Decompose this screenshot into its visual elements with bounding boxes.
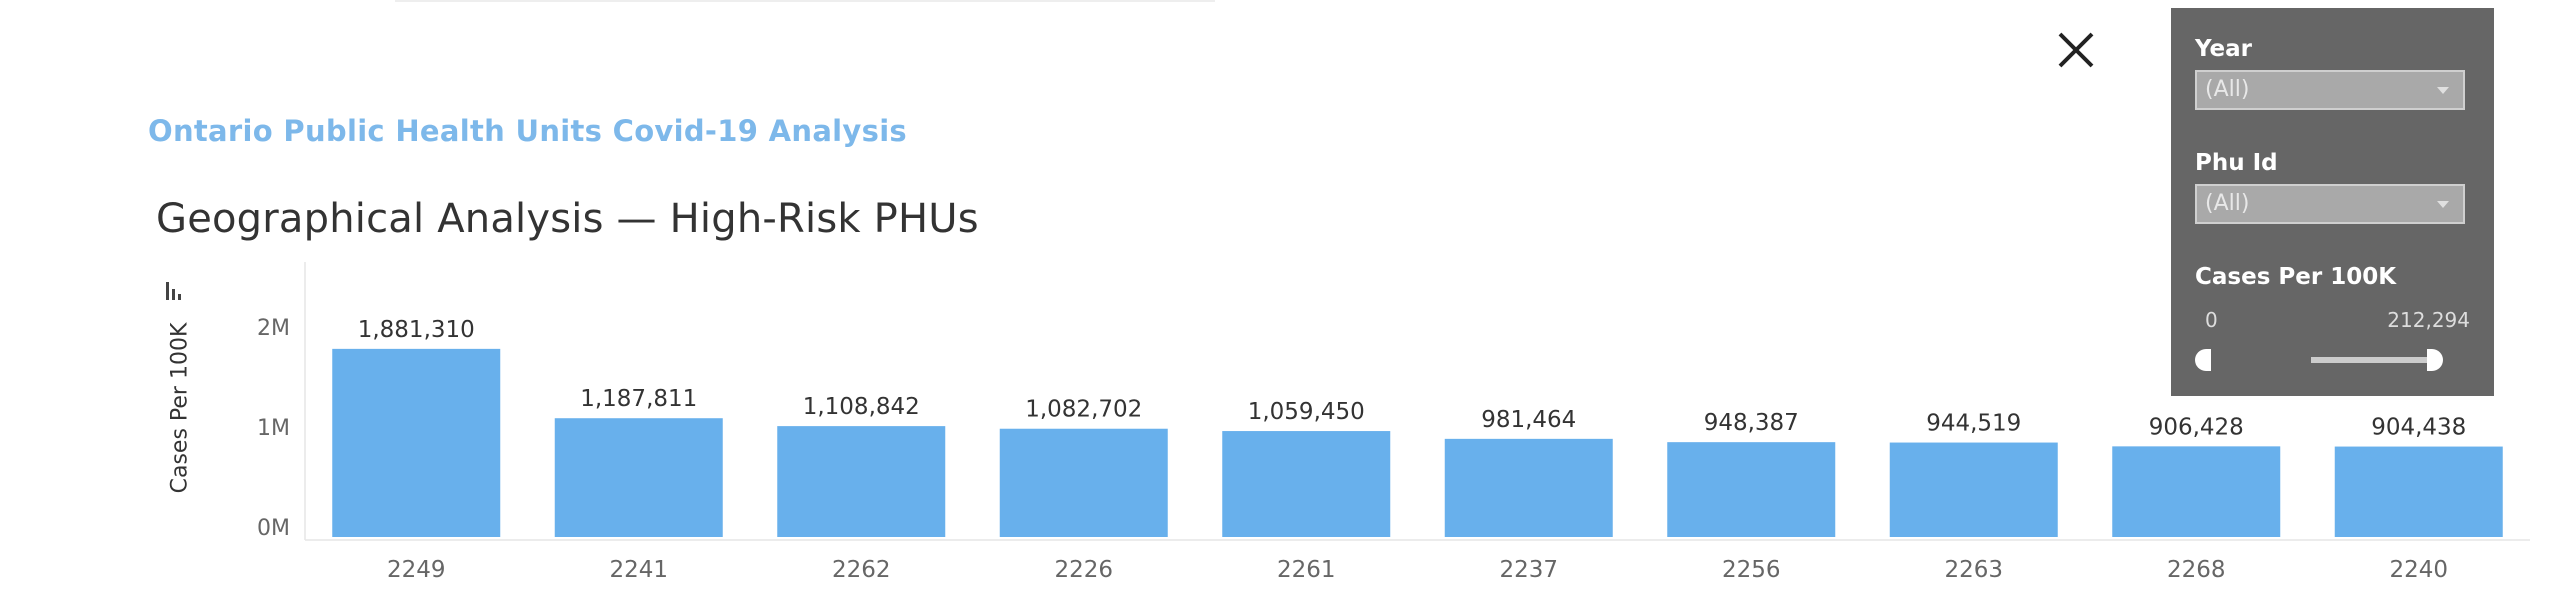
chart-title: Geographical Analysis — High-Risk PHUs <box>156 196 979 242</box>
bar-value-label: 1,881,310 <box>358 317 475 343</box>
cases-slider-min-handle[interactable] <box>2195 349 2211 371</box>
bar-value-label: 904,438 <box>2371 415 2466 441</box>
bar-value-label: 1,082,702 <box>1025 397 1142 423</box>
x-tick-label: 2237 <box>1499 557 1558 583</box>
x-tick-label: 2226 <box>1054 557 1113 583</box>
x-tick-label: 2241 <box>609 557 668 583</box>
chevron-down-icon <box>2437 201 2449 208</box>
chevron-down-icon <box>2437 87 2449 94</box>
bar[interactable] <box>2334 446 2503 537</box>
bar[interactable] <box>1444 438 1613 537</box>
phu-id-filter-value: (All) <box>2205 191 2250 216</box>
bar[interactable] <box>2112 446 2281 537</box>
y-tick-label: 2M <box>257 316 290 341</box>
x-tick-label: 2240 <box>2389 557 2448 583</box>
bar-value-label: 1,187,811 <box>580 386 697 412</box>
x-tick-label: 2262 <box>832 557 891 583</box>
bar[interactable] <box>554 418 723 537</box>
year-filter-label: Year <box>2195 36 2253 62</box>
bar-value-label: 948,387 <box>1704 410 1799 436</box>
phu-id-filter-select[interactable]: (All) <box>2195 184 2465 224</box>
cases-filter-label: Cases Per 100K <box>2195 264 2397 290</box>
dashboard-title: Ontario Public Health Units Covid-19 Ana… <box>148 114 907 148</box>
x-tick-label: 2261 <box>1277 557 1336 583</box>
cases-slider-max-handle[interactable] <box>2427 349 2443 371</box>
top-divider <box>395 0 1215 2</box>
x-tick-label: 2249 <box>387 557 446 583</box>
bar[interactable] <box>332 348 501 537</box>
year-filter-value: (All) <box>2205 77 2250 102</box>
x-tick-label: 2256 <box>1722 557 1781 583</box>
filters-panel: Year (All) Phu Id (All) Cases Per 100K 0… <box>2171 8 2494 396</box>
y-tick-label: 1M <box>257 416 290 441</box>
x-tick-label: 2268 <box>2167 557 2226 583</box>
sort-bars-icon[interactable] <box>164 280 190 302</box>
cases-range-max: 212,294 <box>2387 308 2470 332</box>
bar-value-label: 981,464 <box>1481 407 1576 433</box>
bar[interactable] <box>1222 431 1391 537</box>
close-icon[interactable] <box>2053 27 2099 73</box>
phu-id-filter-label: Phu Id <box>2195 150 2278 176</box>
bar-value-label: 944,519 <box>1926 411 2021 437</box>
bar[interactable] <box>1667 442 1836 537</box>
bar[interactable] <box>1889 442 2058 537</box>
bar-value-label: 1,059,450 <box>1248 399 1365 425</box>
cases-range-min: 0 <box>2205 308 2218 332</box>
cases-slider-track[interactable] <box>2311 357 2431 363</box>
year-filter-select[interactable]: (All) <box>2195 70 2465 110</box>
bar[interactable] <box>999 428 1168 537</box>
bar-value-label: 906,428 <box>2149 414 2244 440</box>
x-tick-label: 2263 <box>1944 557 2003 583</box>
bar-value-label: 1,108,842 <box>803 394 920 420</box>
bar[interactable] <box>777 426 946 537</box>
y-tick-label: 0M <box>257 516 290 541</box>
